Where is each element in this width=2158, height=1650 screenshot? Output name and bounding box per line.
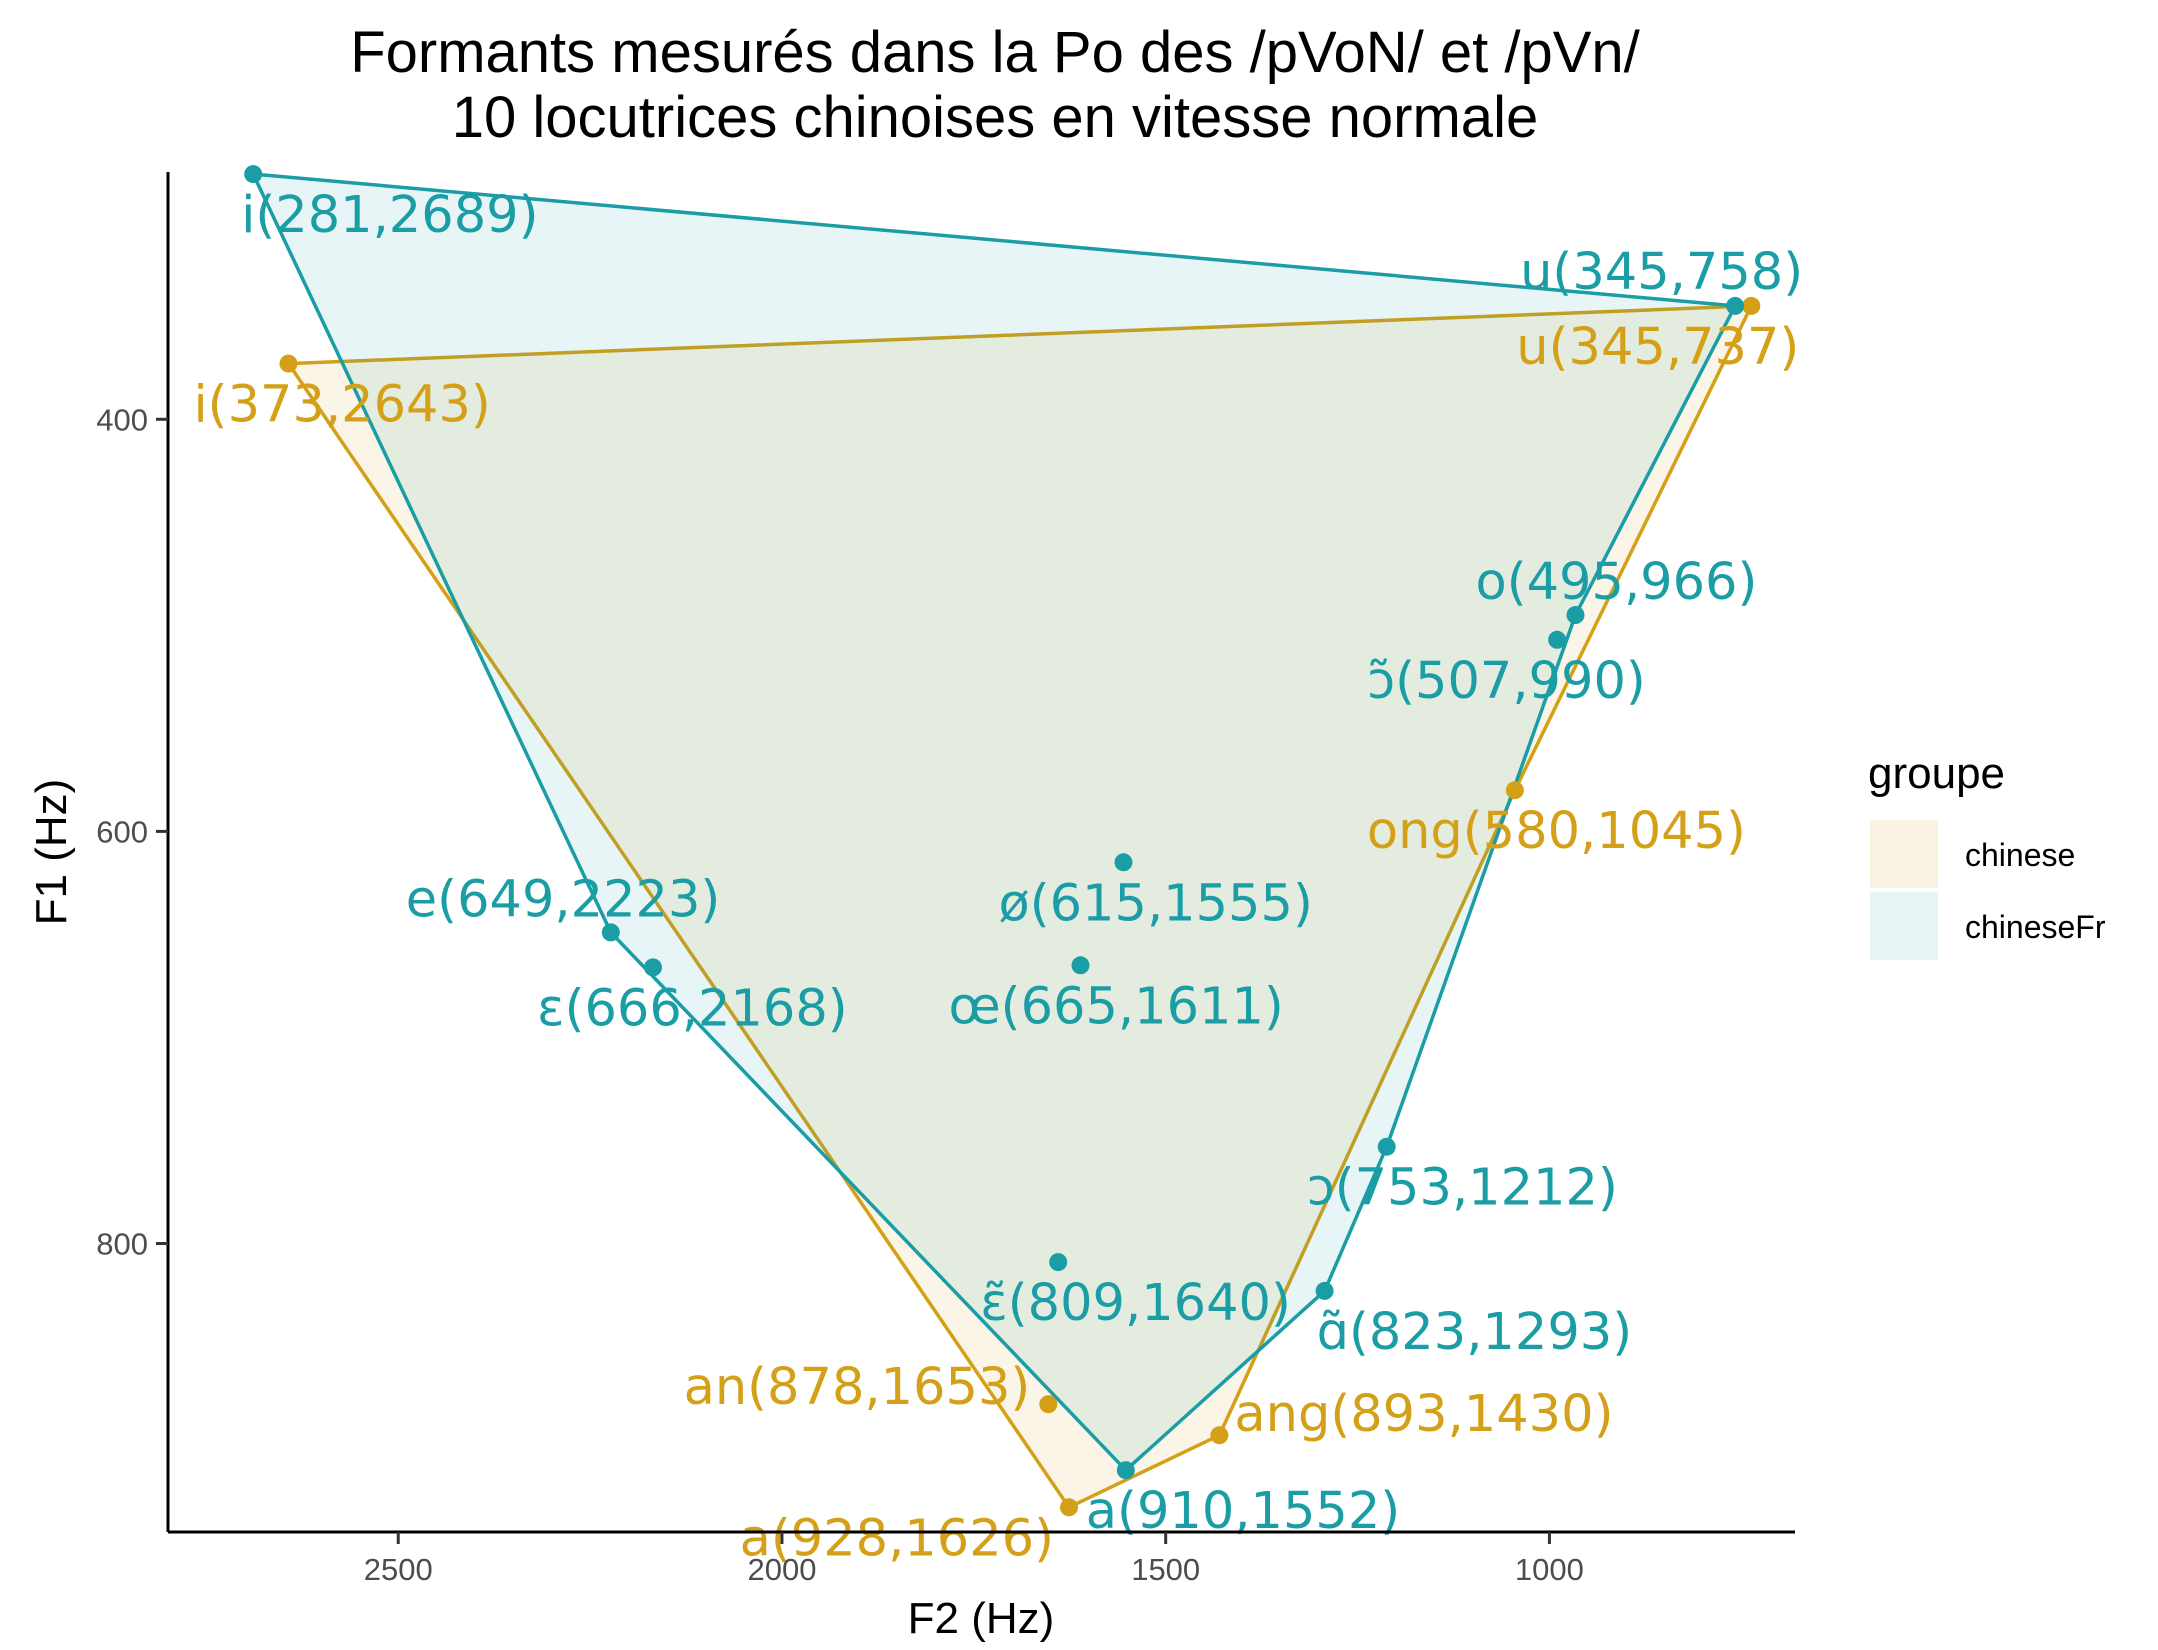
point-label-chinese-3: an(878,1653) (684, 1358, 1031, 1417)
point-chinesefr-3 (1548, 630, 1567, 649)
x-tick-label-2000: 2000 (747, 1552, 816, 1587)
point-label-chinesefr-4: ø(615,1555) (999, 874, 1313, 933)
point-chinesefr-9 (1049, 1253, 1068, 1272)
point-label-chinesefr-6: œ(665,1611) (949, 977, 1284, 1036)
point-chinese-5 (1060, 1498, 1078, 1517)
point-chinese-0 (279, 354, 298, 373)
point-chinesefr-11 (1116, 1461, 1135, 1480)
legend: groupe chinese chineseFr (1868, 749, 2106, 960)
hull-chinesefr (251, 172, 1737, 1472)
legend-title: groupe (1868, 749, 2005, 798)
point-chinesefr-8 (1377, 1137, 1396, 1156)
y-axis-title: F1 (Hz) (27, 779, 76, 926)
y-tick-label-400: 400 (96, 402, 148, 437)
legend-key-chinesefr (1870, 892, 1938, 960)
point-label-chinesefr-7: ɛ(666,2168) (537, 979, 848, 1038)
point-chinesefr-2 (1566, 606, 1585, 624)
point-chinese-4 (1210, 1426, 1229, 1445)
y-tick-label-600: 600 (96, 814, 148, 849)
legend-key-chinese (1870, 820, 1938, 888)
hull-chinese (286, 304, 1754, 1510)
legend-label-chinesefr: chineseFr (1965, 909, 2106, 945)
chart-subtitle: 10 locutrices chinoises en vitesse norma… (452, 85, 1538, 150)
point-chinesefr-7 (644, 958, 662, 977)
legend-label-chinese: chinese (1965, 837, 2075, 873)
point-label-chinese-2: ong(580,1045) (1367, 802, 1746, 861)
x-axis-ticks: 2500 2000 1500 1000 (364, 1532, 1584, 1587)
point-label-chinesefr-3: ɔ̃(507,990) (1367, 652, 1646, 711)
hull-layer (251, 172, 1754, 1510)
y-tick-label-800: 800 (96, 1227, 148, 1262)
point-chinesefr-0 (244, 165, 263, 184)
point-chinese-3 (1039, 1395, 1058, 1414)
x-tick-label-1000: 1000 (1515, 1552, 1584, 1587)
point-label-chinesefr-2: o(495,966) (1476, 553, 1758, 612)
point-label-chinesefr-10: ɑ̃(823,1293) (1317, 1303, 1633, 1362)
x-axis-title: F2 (Hz) (908, 1594, 1055, 1643)
chart-title: Formants mesurés dans la Po des /pVoN/ e… (350, 20, 1640, 85)
point-chinesefr-5 (601, 923, 620, 942)
point-chinesefr-6 (1071, 956, 1090, 975)
point-label-chinese-4: ang(893,1430) (1234, 1385, 1613, 1444)
point-chinese-2 (1505, 781, 1524, 800)
point-label-chinese-1: u(345,737) (1516, 318, 1799, 377)
point-label-chinese-0: i(373,2643) (194, 376, 491, 435)
point-chinesefr-1 (1726, 296, 1745, 315)
point-chinesefr-4 (1114, 853, 1133, 872)
point-label-chinese-5: a(928,1626) (740, 1509, 1054, 1568)
point-label-chinesefr-8: ɔ(753,1212) (1307, 1159, 1618, 1218)
point-layer (244, 165, 1761, 1517)
point-label-chinesefr-1: u(345,758) (1520, 243, 1803, 302)
point-label-chinesefr-0: i(281,2689) (241, 186, 538, 245)
point-label-chinesefr-9: ɛ̃(809,1640) (980, 1274, 1291, 1333)
point-label-layer: i(373,2643) u(345,737) ong(580,1045) an(878… (194, 186, 1804, 1568)
point-label-chinesefr-5: e(649,2223) (406, 870, 721, 929)
point-chinesefr-10 (1315, 1281, 1334, 1300)
point-chinese-1 (1742, 296, 1761, 315)
y-axis-ticks: 400 600 800 (96, 402, 168, 1262)
x-tick-label-1500: 1500 (1131, 1552, 1200, 1587)
x-tick-label-2500: 2500 (364, 1552, 433, 1587)
